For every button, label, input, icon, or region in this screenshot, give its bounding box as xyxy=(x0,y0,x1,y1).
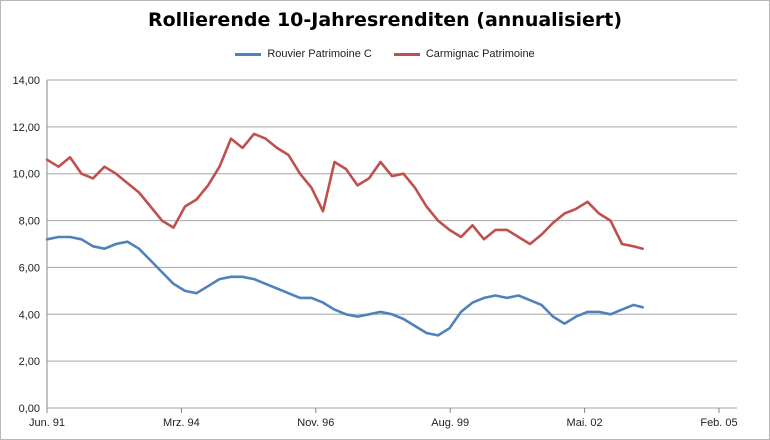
x-tick-label-5: Feb. 05 xyxy=(700,417,737,429)
legend-item-carmignac: Carmignac Patrimoine xyxy=(393,48,535,60)
legend-label-carmignac: Carmignac Patrimoine xyxy=(425,48,535,60)
x-tick-label-1: Mrz. 94 xyxy=(163,417,200,429)
x-tick-label-4: Mai. 02 xyxy=(567,417,603,429)
chart-legend: Rouvier Patrimoine C Carmignac Patrimoin… xyxy=(1,48,769,60)
y-tick-label-5: 10,00 xyxy=(12,169,40,181)
x-tick-label-2: Nov. 96 xyxy=(297,417,334,429)
y-tick-label-6: 12,00 xyxy=(12,122,40,134)
legend-swatch-carmignac xyxy=(393,52,420,56)
x-tick-label-3: Aug. 99 xyxy=(431,417,469,429)
y-tick-label-3: 6,00 xyxy=(19,262,40,274)
y-tick-label-0: 0,00 xyxy=(19,403,40,415)
legend-item-rouvier: Rouvier Patrimoine C xyxy=(235,48,372,60)
y-tick-label-4: 8,00 xyxy=(19,216,40,228)
x-tick-label-0: Jun. 91 xyxy=(29,417,65,429)
series-line-rouvier xyxy=(45,235,644,337)
y-tick-label-1: 2,00 xyxy=(19,356,40,368)
y-tick-label-2: 4,00 xyxy=(19,309,40,321)
series-line-carmignac xyxy=(45,132,644,250)
chart-title: Rollierende 10-Jahresrenditen (annualisi… xyxy=(147,9,623,31)
legend-swatch-rouvier xyxy=(235,52,262,56)
y-tick-label-7: 14,00 xyxy=(12,75,40,87)
legend-label-rouvier: Rouvier Patrimoine C xyxy=(267,48,372,60)
